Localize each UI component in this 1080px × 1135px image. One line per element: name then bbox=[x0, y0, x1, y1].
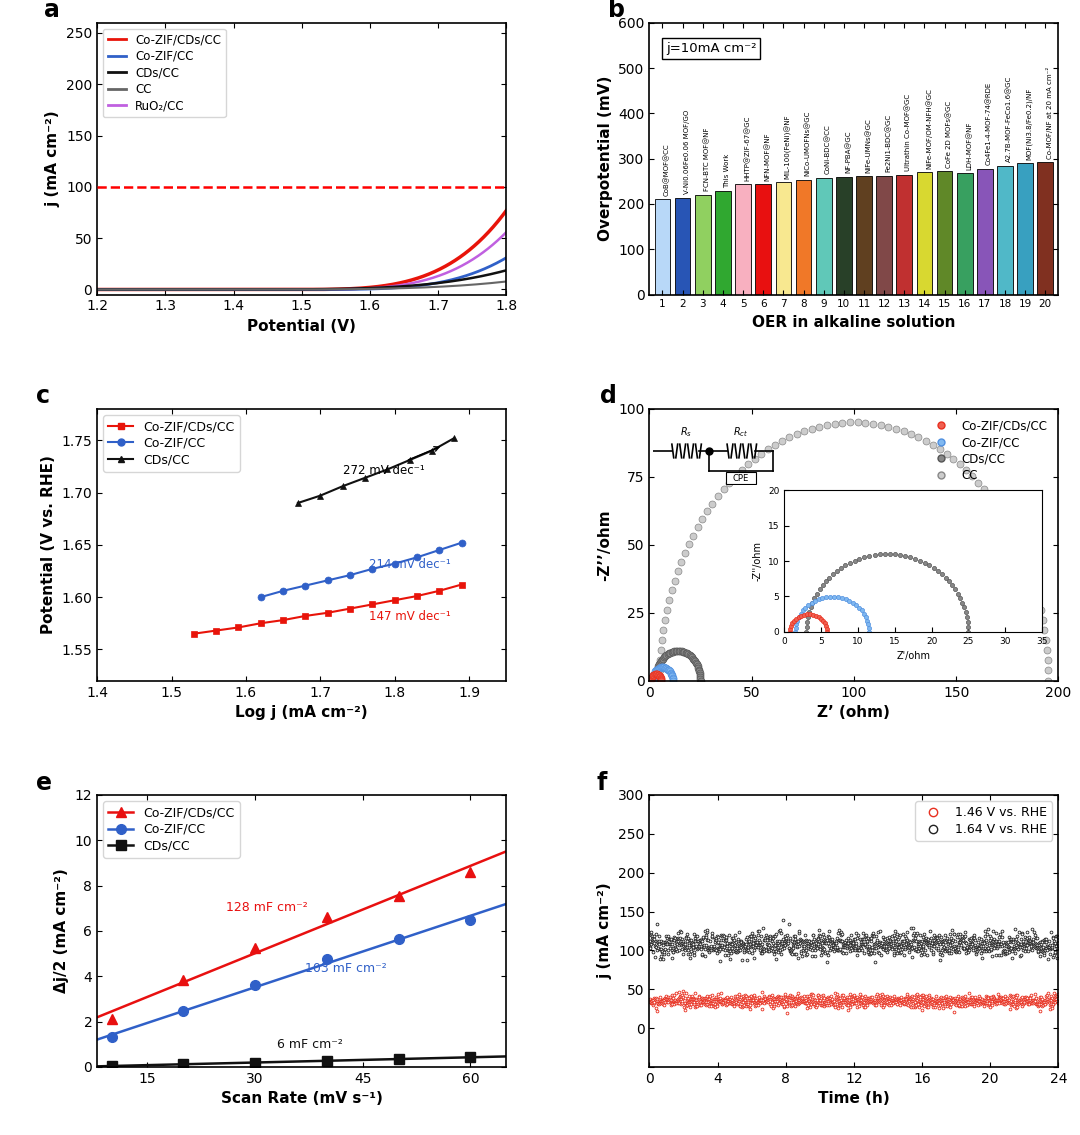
Text: a: a bbox=[44, 0, 59, 23]
Text: j=10mA cm⁻²: j=10mA cm⁻² bbox=[665, 42, 756, 54]
Text: MIL-100(FeNi)@NF: MIL-100(FeNi)@NF bbox=[784, 114, 792, 178]
Y-axis label: Potential (V vs. RHE): Potential (V vs. RHE) bbox=[41, 455, 56, 634]
Text: FCN-BTC MOF@NF: FCN-BTC MOF@NF bbox=[704, 128, 711, 192]
Text: 214 mV dec⁻¹: 214 mV dec⁻¹ bbox=[368, 557, 450, 571]
Legend: Co-ZIF/CDs/CC, Co-ZIF/CC, CDs/CC: Co-ZIF/CDs/CC, Co-ZIF/CC, CDs/CC bbox=[104, 801, 240, 858]
1.46 V vs. RHE bbox=[1052, 992, 1065, 1006]
Y-axis label: Overpotential (mV): Overpotential (mV) bbox=[597, 76, 612, 242]
1.64 V vs. RHE bbox=[643, 939, 656, 952]
X-axis label: OER in alkaline solution: OER in alkaline solution bbox=[752, 316, 956, 330]
Text: NiCo-UMOFNs@GC: NiCo-UMOFNs@GC bbox=[805, 110, 811, 176]
Bar bbox=[796, 179, 811, 295]
Bar bbox=[876, 176, 892, 295]
Text: 147 mV dec⁻¹: 147 mV dec⁻¹ bbox=[368, 611, 450, 623]
Text: A2.7B-MOF-FeCo1.6@GC: A2.7B-MOF-FeCo1.6@GC bbox=[1005, 76, 1012, 162]
Bar bbox=[997, 166, 1013, 295]
Text: 6 mF cm⁻²: 6 mF cm⁻² bbox=[276, 1037, 342, 1051]
1.46 V vs. RHE bbox=[782, 997, 795, 1010]
Text: Co-MOF/NF at 20 mA cm⁻²: Co-MOF/NF at 20 mA cm⁻² bbox=[1047, 67, 1053, 159]
1.64 V vs. RHE bbox=[1052, 935, 1065, 949]
1.46 V vs. RHE bbox=[698, 994, 711, 1008]
Bar bbox=[1038, 162, 1053, 295]
Bar bbox=[917, 173, 932, 295]
Legend: Co-ZIF/CDs/CC, Co-ZIF/CC, CDs/CC: Co-ZIF/CDs/CC, Co-ZIF/CC, CDs/CC bbox=[104, 415, 240, 471]
1.64 V vs. RHE bbox=[781, 934, 794, 948]
Text: 272 mV dec⁻¹: 272 mV dec⁻¹ bbox=[342, 447, 438, 477]
Text: CoNi-BDC@CC: CoNi-BDC@CC bbox=[825, 125, 832, 174]
Y-axis label: -Z’’/ohm: -Z’’/ohm bbox=[597, 508, 612, 581]
1.46 V vs. RHE bbox=[821, 999, 834, 1012]
Text: MOF(Ni3.8/Fe0.2)/NF: MOF(Ni3.8/Fe0.2)/NF bbox=[1026, 87, 1032, 160]
Legend: Co-ZIF/CDs/CC, Co-ZIF/CC, CDs/CC, CC: Co-ZIF/CDs/CC, Co-ZIF/CC, CDs/CC, CC bbox=[924, 414, 1053, 487]
Text: V-Ni0.06Fe0.06 MOF/GO: V-Ni0.06Fe0.06 MOF/GO bbox=[684, 110, 690, 194]
Bar bbox=[675, 199, 690, 295]
Text: LDH-MOF@NF: LDH-MOF@NF bbox=[966, 121, 972, 169]
X-axis label: Z’ (ohm): Z’ (ohm) bbox=[818, 705, 890, 721]
1.46 V vs. RHE bbox=[867, 994, 880, 1008]
1.46 V vs. RHE bbox=[643, 993, 656, 1007]
Text: CoB@MOF@CC: CoB@MOF@CC bbox=[663, 143, 670, 196]
Bar bbox=[775, 183, 792, 295]
1.46 V vs. RHE bbox=[781, 1006, 794, 1019]
X-axis label: Scan Rate (mV s⁻¹): Scan Rate (mV s⁻¹) bbox=[220, 1092, 382, 1107]
Bar bbox=[654, 200, 671, 295]
1.64 V vs. RHE bbox=[777, 913, 789, 926]
Text: c: c bbox=[36, 385, 50, 409]
Bar bbox=[735, 185, 751, 295]
1.64 V vs. RHE bbox=[712, 935, 725, 949]
Text: NiFe-MOF/OM-NFH@GC: NiFe-MOF/OM-NFH@GC bbox=[926, 87, 932, 169]
Text: CoFe 2D MOFs@GC: CoFe 2D MOFs@GC bbox=[946, 101, 953, 168]
Y-axis label: Δj/2 (mA cm⁻²): Δj/2 (mA cm⁻²) bbox=[54, 868, 69, 993]
Bar bbox=[836, 177, 852, 295]
Bar bbox=[815, 178, 832, 295]
Bar bbox=[957, 174, 973, 295]
Text: f: f bbox=[596, 771, 607, 794]
Legend: Co-ZIF/CDs/CC, Co-ZIF/CC, CDs/CC, CC, RuO₂/CC: Co-ZIF/CDs/CC, Co-ZIF/CC, CDs/CC, CC, Ru… bbox=[103, 28, 226, 117]
Bar bbox=[1017, 163, 1032, 295]
Bar bbox=[896, 175, 913, 295]
Bar bbox=[694, 195, 711, 295]
1.64 V vs. RHE bbox=[859, 938, 872, 951]
1.64 V vs. RHE bbox=[821, 956, 834, 969]
Legend: 1.46 V vs. RHE, 1.64 V vs. RHE: 1.46 V vs. RHE, 1.64 V vs. RHE bbox=[915, 801, 1052, 841]
Line: 1.46 V vs. RHE: 1.46 V vs. RHE bbox=[648, 990, 1059, 1014]
Y-axis label: j (mA cm⁻²): j (mA cm⁻²) bbox=[45, 110, 60, 207]
X-axis label: Time (h): Time (h) bbox=[818, 1092, 890, 1107]
Text: NiFe-UMNs@GC: NiFe-UMNs@GC bbox=[865, 118, 872, 173]
Text: NFN-MOF@NF: NFN-MOF@NF bbox=[765, 133, 771, 180]
1.46 V vs. RHE bbox=[859, 1000, 872, 1014]
Bar bbox=[755, 185, 771, 295]
Bar bbox=[977, 169, 993, 295]
Text: Co4Fe1-4-MOF-74@RDE: Co4Fe1-4-MOF-74@RDE bbox=[986, 82, 993, 165]
X-axis label: Log j (mA cm⁻²): Log j (mA cm⁻²) bbox=[235, 705, 368, 721]
Text: d: d bbox=[600, 385, 617, 409]
Text: HHTP@ZIF-67@GC: HHTP@ZIF-67@GC bbox=[744, 116, 751, 180]
1.64 V vs. RHE bbox=[867, 947, 880, 960]
1.64 V vs. RHE bbox=[821, 933, 834, 947]
Text: 103 mF cm⁻²: 103 mF cm⁻² bbox=[306, 961, 387, 975]
Text: NF-PBA@GC: NF-PBA@GC bbox=[845, 131, 851, 174]
Y-axis label: j (mA cm⁻²): j (mA cm⁻²) bbox=[597, 883, 612, 980]
Bar bbox=[936, 171, 953, 295]
Bar bbox=[856, 176, 872, 295]
Text: 128 mF cm⁻²: 128 mF cm⁻² bbox=[227, 900, 308, 914]
Text: Ultrathin Co-MOF@GC: Ultrathin Co-MOF@GC bbox=[905, 94, 912, 171]
1.64 V vs. RHE bbox=[697, 939, 710, 952]
Text: b: b bbox=[608, 0, 625, 23]
Text: e: e bbox=[36, 771, 52, 794]
Bar bbox=[715, 192, 731, 295]
1.46 V vs. RHE bbox=[676, 984, 689, 998]
Line: 1.64 V vs. RHE: 1.64 V vs. RHE bbox=[648, 918, 1059, 964]
Text: This Work: This Work bbox=[724, 153, 730, 187]
1.46 V vs. RHE bbox=[712, 994, 725, 1008]
X-axis label: Potential (V): Potential (V) bbox=[247, 319, 356, 334]
Text: Fe2Ni1-BDC@GC: Fe2Ni1-BDC@GC bbox=[886, 115, 892, 173]
